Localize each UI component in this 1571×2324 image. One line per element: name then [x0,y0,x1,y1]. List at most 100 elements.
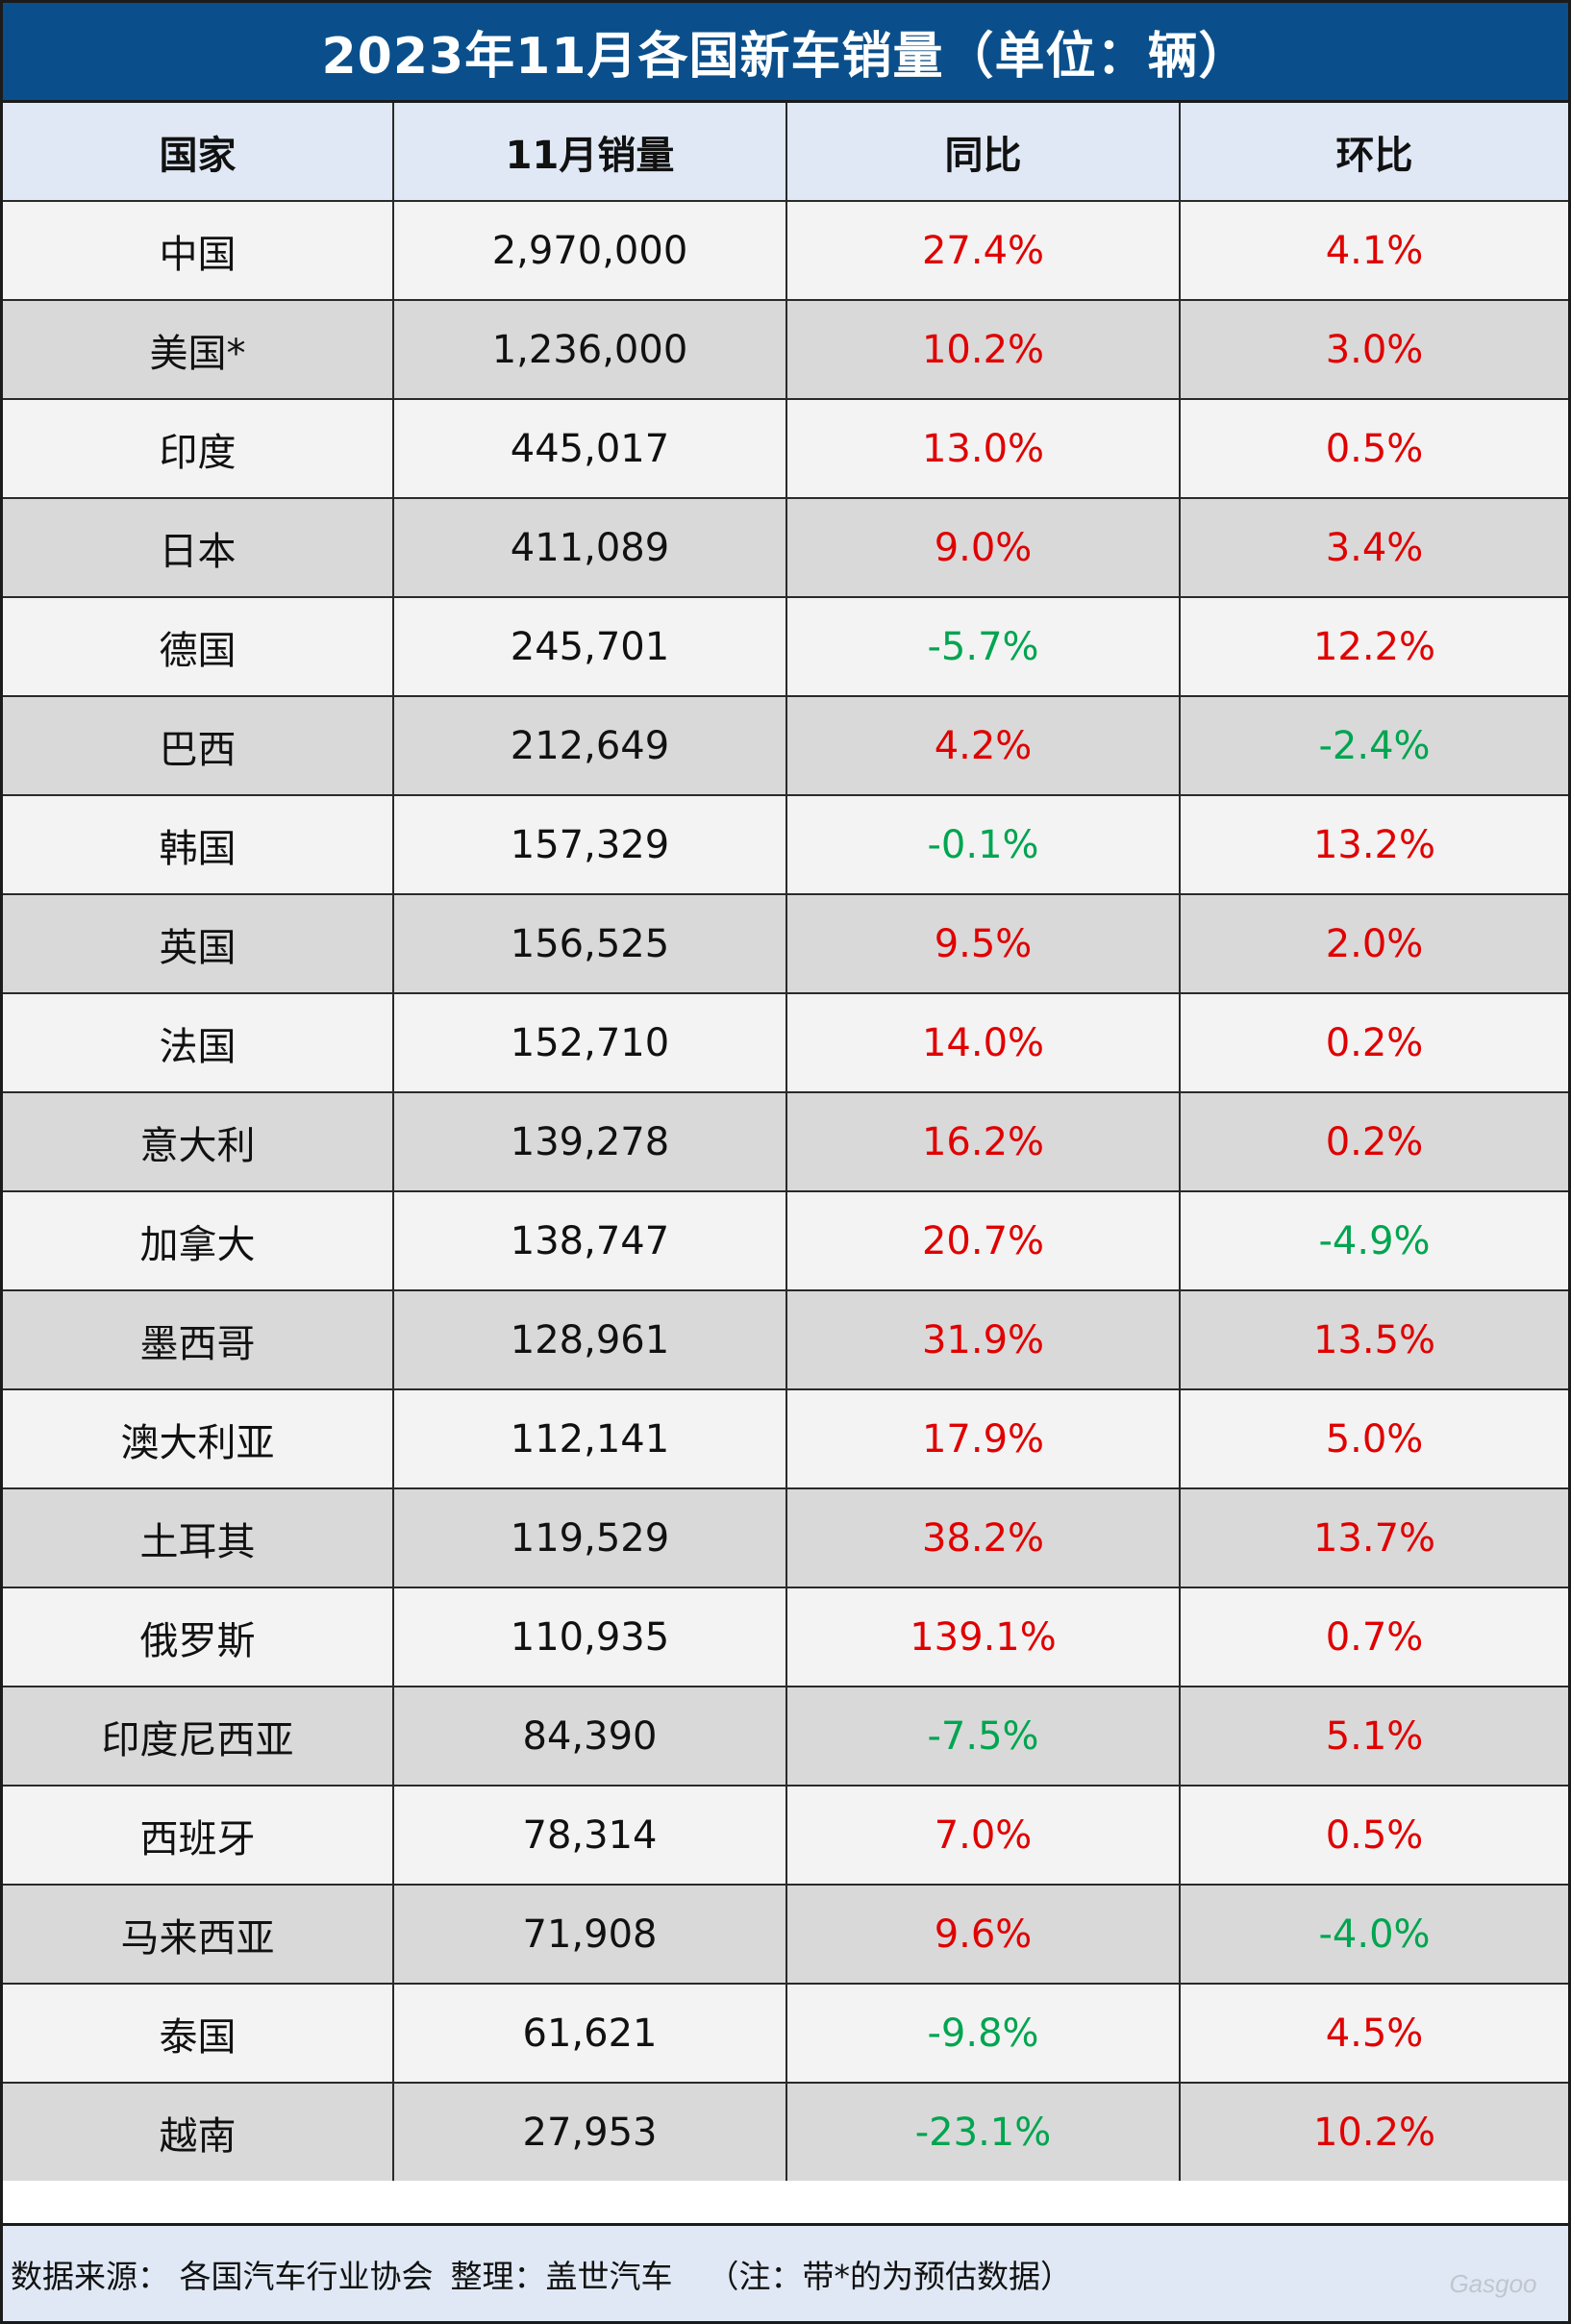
cell-sales: 61,621 [392,1983,787,2084]
column-header-yoy: 同比 [786,103,1181,202]
table-row: 马来西亚 71,908 9.6% -4.0% [3,1884,1568,1985]
cell-yoy: -7.5% [786,1686,1181,1787]
cell-yoy: 20.7% [786,1190,1181,1291]
cell-sales: 2,970,000 [392,200,787,301]
cell-yoy: 17.9% [786,1388,1181,1489]
column-header-mom: 环比 [1179,103,1568,202]
cell-mom: 4.1% [1179,200,1568,301]
cell-mom: 13.2% [1179,794,1568,895]
cell-mom: 3.0% [1179,299,1568,400]
table-title: 2023年11月各国新车销量（单位：辆） [3,3,1568,103]
footer-compiled: 整理：盖世汽车 [450,2257,673,2295]
cell-country: 意大利 [3,1091,394,1192]
cell-yoy: 9.5% [786,893,1181,994]
cell-sales: 119,529 [392,1487,787,1588]
cell-country: 加拿大 [3,1190,394,1291]
table-row: 墨西哥 128,961 31.9% 13.5% [3,1289,1568,1390]
header-row: 国家 11月销量 同比 环比 [3,103,1568,202]
table-row: 俄罗斯 110,935 139.1% 0.7% [3,1587,1568,1687]
cell-sales: 84,390 [392,1686,787,1787]
cell-mom: 5.1% [1179,1686,1568,1787]
cell-country: 日本 [3,497,394,598]
table-row: 印度尼西亚 84,390 -7.5% 5.1% [3,1686,1568,1787]
cell-mom: -2.4% [1179,695,1568,796]
cell-country: 俄罗斯 [3,1587,394,1687]
cell-country: 美国* [3,299,394,400]
table-row: 法国 152,710 14.0% 0.2% [3,992,1568,1093]
cell-yoy: 9.0% [786,497,1181,598]
cell-sales: 27,953 [392,2082,787,2181]
cell-mom: 10.2% [1179,2082,1568,2181]
cell-sales: 128,961 [392,1289,787,1390]
table-row: 西班牙 78,314 7.0% 0.5% [3,1785,1568,1886]
cell-mom: 0.2% [1179,992,1568,1093]
cell-yoy: -0.1% [786,794,1181,895]
table-row: 意大利 139,278 16.2% 0.2% [3,1091,1568,1192]
cell-country: 澳大利亚 [3,1388,394,1489]
cell-country: 西班牙 [3,1785,394,1886]
table-row: 加拿大 138,747 20.7% -4.9% [3,1190,1568,1291]
table-row: 巴西 212,649 4.2% -2.4% [3,695,1568,796]
cell-mom: 12.2% [1179,596,1568,697]
sales-table: 国家 11月销量 同比 环比 中国 2,970,000 27.4% 4.1% 美国* 1,… [3,103,1568,2181]
cell-sales: 411,089 [392,497,787,598]
table-row: 土耳其 119,529 38.2% 13.7% [3,1487,1568,1588]
cell-mom: 0.5% [1179,1785,1568,1886]
cell-yoy: -9.8% [786,1983,1181,2084]
cell-mom: -4.0% [1179,1884,1568,1985]
table-row: 印度 445,017 13.0% 0.5% [3,398,1568,499]
cell-sales: 152,710 [392,992,787,1093]
watermark-text: Gasgoo [1449,2269,1536,2298]
cell-country: 印度 [3,398,394,499]
cell-yoy: 13.0% [786,398,1181,499]
cell-sales: 212,649 [392,695,787,796]
cell-country: 土耳其 [3,1487,394,1588]
table-row: 中国 2,970,000 27.4% 4.1% [3,200,1568,301]
cell-yoy: 14.0% [786,992,1181,1093]
footer-source: 数据来源： 各国汽车行业协会 [11,2257,434,2295]
cell-country: 巴西 [3,695,394,796]
table-row: 韩国 157,329 -0.1% 13.2% [3,794,1568,895]
cell-sales: 71,908 [392,1884,787,1985]
cell-mom: 13.5% [1179,1289,1568,1390]
table-row: 德国 245,701 -5.7% 12.2% [3,596,1568,697]
cell-yoy: 10.2% [786,299,1181,400]
cell-mom: 0.5% [1179,398,1568,499]
table-body: 中国 2,970,000 27.4% 4.1% 美国* 1,236,000 10.2% 3.0… [3,200,1568,2181]
cell-yoy: 9.6% [786,1884,1181,1985]
table-row: 日本 411,089 9.0% 3.4% [3,497,1568,598]
gasgoo-watermark-logo: Gasgoo [1449,2269,1536,2298]
cell-sales: 1,236,000 [392,299,787,400]
table-row: 英国 156,525 9.5% 2.0% [3,893,1568,994]
footer: 数据来源： 各国汽车行业协会 整理：盖世汽车 （注：带*的为预估数据） [3,2223,1568,2321]
cell-sales: 157,329 [392,794,787,895]
cell-sales: 156,525 [392,893,787,994]
cell-yoy: 16.2% [786,1091,1181,1192]
table-row: 澳大利亚 112,141 17.9% 5.0% [3,1388,1568,1489]
cell-mom: 3.4% [1179,497,1568,598]
cell-country: 法国 [3,992,394,1093]
table-row: 泰国 61,621 -9.8% 4.5% [3,1983,1568,2084]
table-row: 越南 27,953 -23.1% 10.2% [3,2082,1568,2181]
cell-sales: 139,278 [392,1091,787,1192]
table-row: 美国* 1,236,000 10.2% 3.0% [3,299,1568,400]
cell-country: 墨西哥 [3,1289,394,1390]
cell-sales: 112,141 [392,1388,787,1489]
cell-sales: 245,701 [392,596,787,697]
cell-country: 泰国 [3,1983,394,2084]
cell-sales: 78,314 [392,1785,787,1886]
cell-sales: 138,747 [392,1190,787,1291]
cell-mom: 2.0% [1179,893,1568,994]
column-header-sales: 11月销量 [392,103,787,202]
cell-country: 越南 [3,2082,394,2181]
cell-yoy: 4.2% [786,695,1181,796]
cell-yoy: 139.1% [786,1587,1181,1687]
cell-mom: 4.5% [1179,1983,1568,2084]
cell-country: 马来西亚 [3,1884,394,1985]
cell-country: 印度尼西亚 [3,1686,394,1787]
cell-country: 韩国 [3,794,394,895]
cell-yoy: 7.0% [786,1785,1181,1886]
cell-country: 德国 [3,596,394,697]
cell-yoy: 31.9% [786,1289,1181,1390]
